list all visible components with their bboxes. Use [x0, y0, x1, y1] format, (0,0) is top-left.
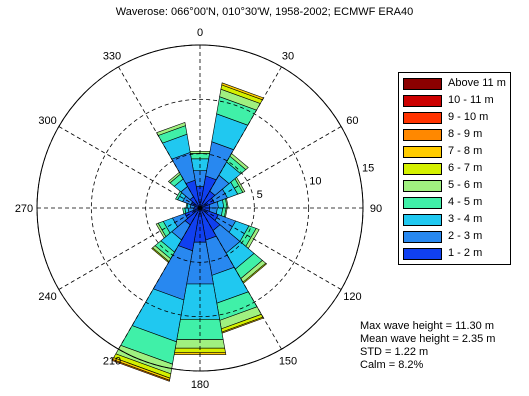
max-wave-height: Max wave height = 11.30 m — [360, 320, 495, 332]
legend-item: 6 - 7 m — [401, 161, 509, 177]
grid-ring-10 — [90, 98, 310, 318]
legend-label: 8 - 9 m — [448, 128, 483, 140]
legend-label: Above 11 m — [448, 77, 506, 89]
calm-value: Calm = 8.2% — [360, 359, 424, 371]
legend-label: 4 - 5 m — [448, 196, 483, 208]
legend-label: 2 - 3 m — [448, 230, 483, 242]
radial-tick-5: 5 — [257, 189, 263, 201]
direction-label-150: 150 — [279, 355, 297, 367]
legend-item: 1 - 2 m — [401, 246, 509, 262]
legend-label: 3 - 4 m — [448, 213, 483, 225]
direction-label-210: 210 — [103, 355, 121, 367]
bar-segment-60-4 — [234, 176, 246, 193]
legend-swatch — [403, 248, 442, 260]
direction-label-240: 240 — [38, 291, 56, 303]
legend-swatch — [403, 146, 442, 158]
labels-layer: 0 30 60 90 120 150 180 210 240 270 300 330 5 10 15 — [15, 27, 382, 391]
legend-item: 8 - 9 m — [401, 127, 509, 143]
stats-box: Max wave height = 11.30 m Mean wave heig… — [360, 320, 495, 372]
grid-spoke-150 — [118, 66, 282, 350]
bar-segment-180-3 — [176, 318, 224, 340]
legend: Above 11 m 10 - 11 m 9 - 10 m 8 - 9 m 7 - 8 … — [398, 72, 511, 265]
legend-item: 7 - 8 m — [401, 144, 509, 160]
legend-label: 10 - 11 m — [448, 94, 494, 106]
mean-wave-height: Mean wave height = 2.35 m — [360, 333, 496, 345]
legend-swatch — [403, 129, 442, 141]
legend-item: 3 - 4 m — [401, 212, 509, 228]
legend-swatch — [403, 78, 442, 90]
legend-item: 10 - 11 m — [401, 93, 509, 109]
direction-label-0: 0 — [197, 27, 203, 39]
legend-item: Above 11 m — [401, 76, 509, 92]
bar-segment-200-7 — [111, 359, 170, 382]
chart-title: Waverose: 066°00'N, 010°30'W, 1958-2002;… — [115, 6, 414, 18]
legend-swatch — [403, 214, 442, 226]
std-value: STD = 1.22 m — [360, 346, 429, 358]
direction-label-270: 270 — [15, 203, 33, 215]
legend-swatch — [403, 163, 442, 175]
direction-label-180: 180 — [191, 379, 209, 391]
legend-swatch — [403, 95, 442, 107]
radial-tick-15: 15 — [362, 163, 374, 175]
legend-item: 5 - 6 m — [401, 178, 509, 194]
grid-layer — [36, 44, 364, 372]
legend-label: 5 - 6 m — [448, 179, 483, 191]
legend-item: 4 - 5 m — [401, 195, 509, 211]
legend-swatch — [403, 197, 442, 209]
bar-segment-240-4 — [155, 222, 167, 239]
legend-label: 1 - 2 m — [448, 247, 483, 259]
bars-layer — [111, 82, 268, 382]
direction-label-330: 330 — [103, 51, 121, 63]
legend-label: 9 - 10 m — [448, 111, 489, 123]
legend-label: 6 - 7 m — [448, 162, 483, 174]
legend-label: 7 - 8 m — [448, 145, 483, 157]
direction-label-300: 300 — [38, 115, 56, 127]
direction-label-120: 120 — [343, 291, 361, 303]
direction-label-90: 90 — [370, 203, 382, 215]
radial-tick-10: 10 — [309, 176, 321, 188]
bar-segment-260-3 — [182, 207, 187, 215]
legend-swatch — [403, 231, 442, 243]
legend-item: 9 - 10 m — [401, 110, 509, 126]
legend-swatch — [403, 180, 442, 192]
legend-swatch — [403, 112, 442, 124]
direction-label-30: 30 — [282, 51, 294, 63]
direction-label-60: 60 — [346, 115, 358, 127]
legend-item: 2 - 3 m — [401, 229, 509, 245]
